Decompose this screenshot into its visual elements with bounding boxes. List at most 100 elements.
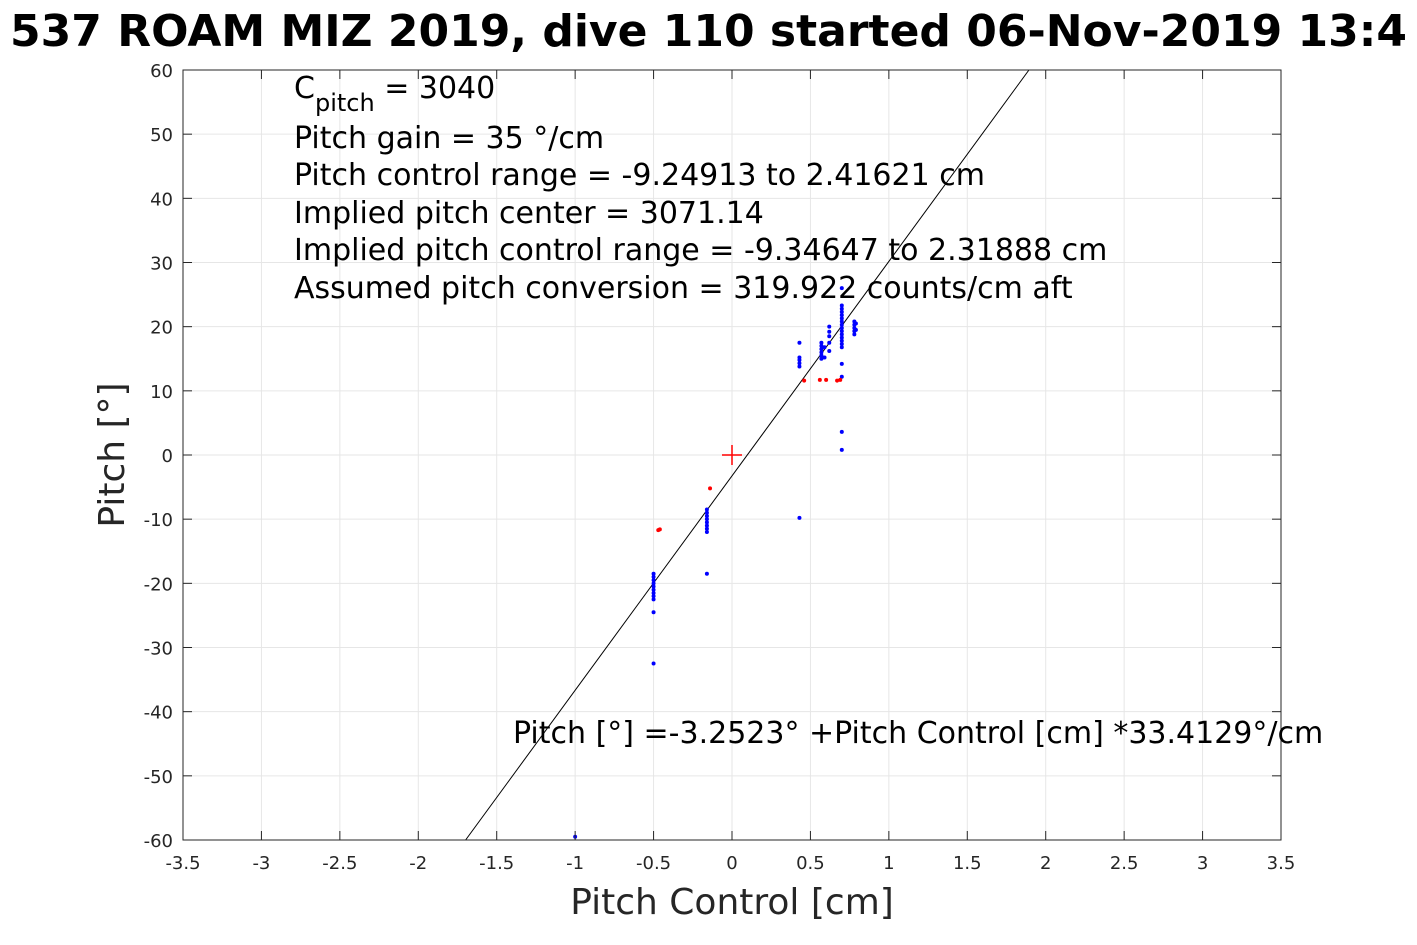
blue-data-point [651,584,656,589]
y-tick-label: -10 [144,510,173,531]
x-tick-label: -2 [409,853,427,874]
red-data-point [838,377,843,382]
c-pitch-subscript: pitch [315,89,375,117]
blue-data-point [797,364,802,369]
blue-data-point [797,355,802,360]
x-tick-label: 1 [883,853,894,874]
blue-data-point [839,303,844,308]
y-axis-ticks: -60 -50 -40 -30 -20 -10 0 10 20 30 40 50 60 [144,61,1281,852]
blue-data-point [704,507,709,512]
blue-data-point [839,447,844,452]
y-tick-label: 20 [150,318,173,339]
y-tick-label: -40 [144,703,173,724]
blue-data-point [839,429,844,434]
x-tick-label: 0.5 [796,853,825,874]
fit-line [465,69,1030,841]
y-tick-label: 30 [150,254,173,275]
blue-data-point [651,574,656,579]
grid [182,69,1282,841]
blue-data-point [827,340,832,345]
c-pitch-annotation: Cpitch = 3040 [294,71,495,117]
fit-line-layer [465,69,1030,841]
blue-data-point [704,523,709,528]
implied-pitch-center-annotation: Implied pitch center = 3071.14 [294,196,764,231]
blue-data-point [651,581,656,586]
x-tick-label: -2.5 [322,853,357,874]
blue-data-point [839,322,844,327]
y-axis-label: Pitch [°] [92,382,133,527]
blue-data-point [839,341,844,346]
blue-data-point [819,347,824,352]
blue-data-point [853,321,858,326]
blue-data-point [704,526,709,531]
x-tick-label: -1 [566,853,584,874]
blue-data-point [839,374,844,379]
blue-data-point [651,578,656,583]
red-data-point [657,527,662,532]
blue-data-point [797,340,802,345]
blue-data-point [839,361,844,366]
x-tick-label: -3.5 [165,853,200,874]
blue-data-point [839,313,844,318]
blue-data-point [797,515,802,520]
red-data-point [824,377,829,382]
blue-data-point [704,510,709,515]
blue-data-point [839,338,844,343]
blue-data-point [839,325,844,330]
blue-data-point [819,356,824,361]
red-data-point [708,486,713,491]
blue-data-point [819,353,824,358]
blue-data-point [822,345,827,350]
y-tick-label: -50 [144,767,173,788]
c-pitch-prefix: C [294,71,315,106]
data-points [573,286,858,839]
blue-data-point [839,335,844,340]
y-tick-label: 10 [150,382,173,403]
x-tick-label: 3.5 [1267,853,1296,874]
x-tick-label: -0.5 [636,853,671,874]
x-tick-label: 3 [1197,853,1208,874]
blue-data-point [819,350,824,355]
blue-data-point [827,329,832,334]
blue-data-point [704,530,709,534]
y-tick-label: -20 [144,574,173,595]
assumed-pitch-conversion-annotation: Assumed pitch conversion = 319.922 count… [294,271,1073,306]
blue-data-point [651,661,656,666]
blue-data-point [839,306,844,311]
y-tick-label: 0 [162,446,173,467]
blue-data-point [819,340,824,345]
blue-data-point [819,343,824,348]
blue-data-point [651,610,656,615]
x-tick-label: -1.5 [479,853,514,874]
x-tick-label: -3 [252,853,270,874]
blue-data-point [651,590,656,595]
red-data-point [817,377,822,382]
x-tick-label: 0 [726,853,737,874]
blue-data-point [822,355,827,360]
y-tick-label: 50 [150,125,173,146]
blue-data-point [651,597,656,602]
parameter-annotations: Cpitch = 3040 Pitch gain = 35 °/cm Pitch… [294,71,1107,306]
x-tick-label: 2 [1040,853,1051,874]
blue-data-point [827,334,832,339]
x-axis-ticks: -3.5 -3 -2.5 -2 -1.5 -1 -0.5 0 0.5 1 1.5 2 2.5 3 3.5 [165,70,1295,874]
x-axis-label: Pitch Control [cm] [570,882,894,923]
blue-data-point [839,309,844,314]
blue-data-point [704,520,709,525]
pitch-control-range-annotation: Pitch control range = -9.24913 to 2.4162… [294,158,985,193]
blue-data-point [839,329,844,334]
blue-data-point [651,587,656,592]
blue-data-point [839,316,844,321]
blue-data-point [797,361,802,366]
blue-data-point [827,349,832,354]
red-data-point [835,378,840,383]
blue-data-point [853,327,858,332]
blue-data-point [852,332,857,337]
fit-equation: Pitch [°] =-3.2523° +Pitch Control [cm] … [513,716,1323,751]
blue-data-point [704,513,709,518]
blue-data-point [651,571,656,576]
y-tick-label: 60 [150,61,173,82]
blue-data-point [839,332,844,337]
x-tick-label: 1.5 [953,853,982,874]
